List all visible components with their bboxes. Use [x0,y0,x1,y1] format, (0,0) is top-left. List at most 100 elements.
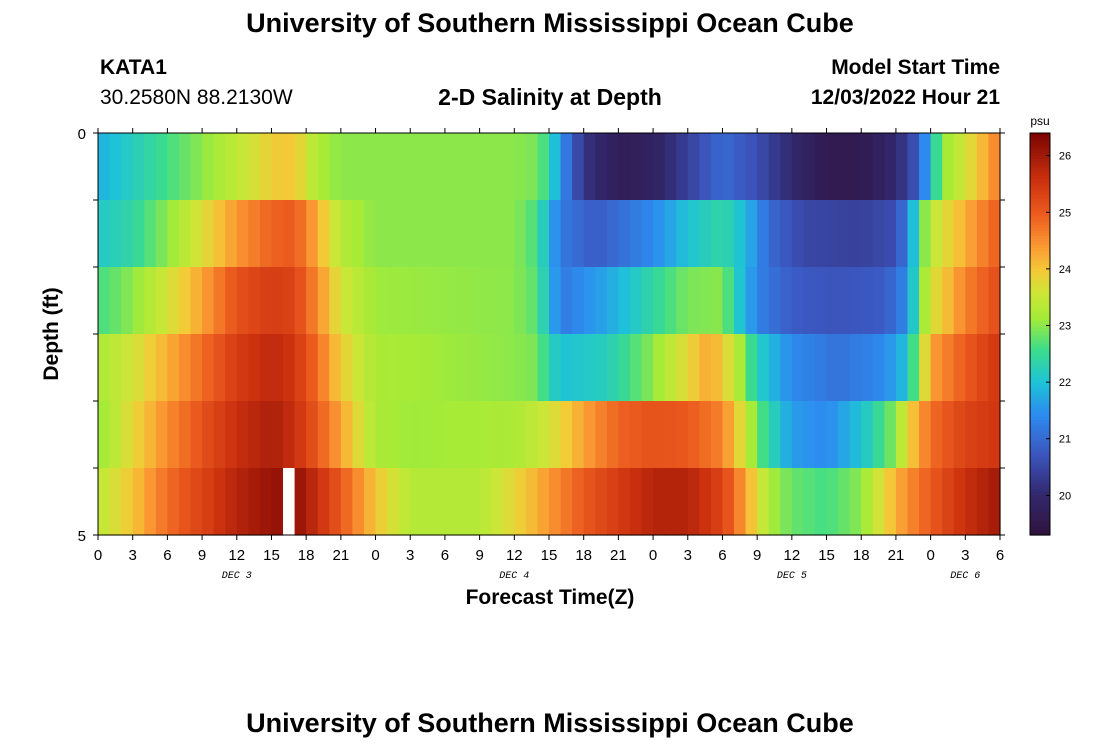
heatmap-cell [363,401,377,469]
heatmap-cell [606,401,619,469]
heatmap-cell [340,334,354,402]
heatmap-cell [814,267,828,335]
colorbar-swatch [1030,480,1050,484]
colorbar-swatch [1030,201,1050,206]
heatmap-cell [306,200,319,268]
colorbar-swatch [1030,348,1050,352]
heatmap-cell [572,468,585,536]
heatmap-cell [849,468,862,536]
heatmap-cell [676,200,689,268]
heatmap-cell [549,267,562,335]
heatmap-cell [410,401,423,469]
heatmap-cell [572,334,585,402]
x-tick-label: 0 [649,547,657,564]
heatmap-cell [491,133,504,201]
colorbar-swatch [1030,500,1050,505]
heatmap-cell [375,267,388,335]
heatmap-cell [641,468,654,536]
heatmap-cell [606,200,619,268]
day-label: DEC 5 [777,571,807,582]
heatmap-cell [791,334,805,402]
heatmap-cell [444,200,458,268]
heatmap-cell [687,267,700,335]
colorbar-swatch [1030,526,1050,530]
colorbar-swatch [1030,161,1050,166]
heatmap-cell [653,133,666,201]
colorbar-swatch [1030,133,1050,137]
heatmap-cell [352,200,365,268]
heatmap-cell [629,401,643,469]
heatmap-cell [479,267,492,335]
colorbar-swatch [1030,379,1050,384]
heatmap-cell [826,133,839,201]
heatmap-cell [514,267,527,335]
heatmap-cell [803,334,816,402]
heatmap-cell [953,267,966,335]
colorbar-swatch [1030,302,1050,306]
colorbar-swatch [1030,253,1050,258]
heatmap-cell [98,267,111,335]
heatmap-cell [838,334,851,402]
heatmap-cell [132,468,145,536]
x-axis-label: Forecast Time(Z) [466,586,635,609]
heatmap-cell [641,133,654,201]
heatmap-cell [155,401,168,469]
heatmap-cell [433,267,446,335]
heatmap-cell [363,267,377,335]
heatmap-cell [190,267,203,335]
heatmap-cell [236,468,249,536]
heatmap-cell [930,468,943,536]
heatmap-cell [248,267,261,335]
heatmap-cell [502,133,515,201]
heatmap-cell [225,267,238,335]
heatmap-cell [826,267,839,335]
heatmap-cell [976,200,990,268]
heatmap-cell [167,468,180,536]
heatmap-cell [259,267,273,335]
heatmap-cell [421,200,434,268]
heatmap-cell [491,401,504,469]
colorbar-swatch [1030,173,1050,177]
colorbar-swatch [1030,224,1050,229]
colorbar-swatch [1030,365,1050,370]
heatmap-cell [294,267,307,335]
heatmap-cell [560,133,573,201]
heatmap-cell [190,200,203,268]
heatmap-cell [352,468,365,536]
heatmap-cell [421,267,434,335]
heatmap-cell [375,133,388,201]
heatmap-cell [803,133,816,201]
y-tick-label: 5 [78,528,86,545]
heatmap-cell [988,133,1001,201]
x-tick-label: 21 [888,547,905,564]
heatmap-cell [722,401,735,469]
heatmap-cell [583,200,596,268]
colorbar-swatch [1030,377,1050,381]
colorbar-swatch [1030,207,1050,212]
heatmap-cell [895,401,909,469]
colorbar-swatch [1030,296,1050,301]
colorbar-swatch [1030,178,1050,183]
heatmap-cell [595,200,608,268]
x-tick-label: 0 [926,547,934,564]
heatmap-cell [398,334,411,402]
heatmap-cell [664,468,677,536]
heatmap-cell [965,468,978,536]
heatmap-cell [98,334,111,402]
heatmap-cell [155,133,168,201]
heatmap-cell [306,401,319,469]
heatmap-cell [190,133,203,201]
heatmap-cell [248,200,261,268]
heatmap-cell [410,200,423,268]
colorbar-swatch [1030,167,1050,171]
heatmap-cell [375,468,388,536]
heatmap-cell [653,267,666,335]
x-tick-label: 18 [575,547,592,564]
heatmap-cell [653,401,666,469]
heatmap-cell [942,133,955,201]
heatmap-cell [895,133,909,201]
colorbar-swatch [1030,371,1050,375]
heatmap-cell [849,267,862,335]
heatmap-cell [930,401,943,469]
page-title-top: University of Southern Mississippi Ocean… [246,8,854,38]
